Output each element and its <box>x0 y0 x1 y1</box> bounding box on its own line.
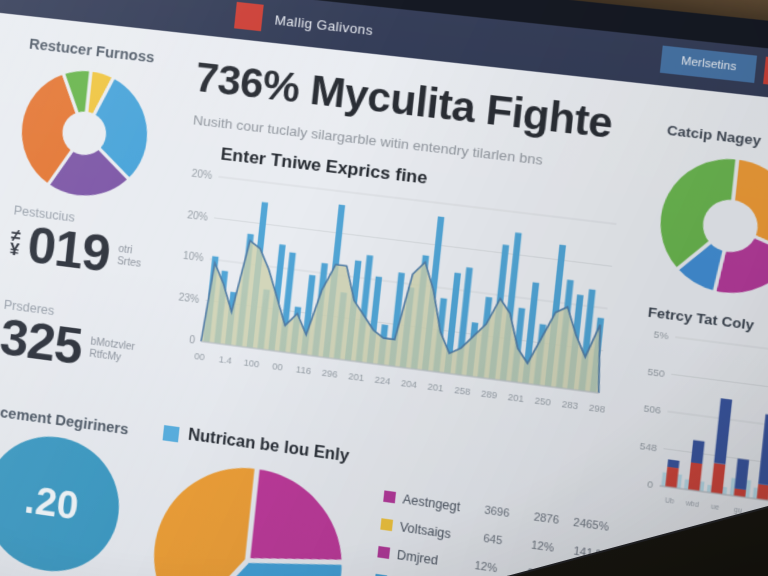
stat1-prefix: ≠ ¥ <box>8 224 22 260</box>
stacked-bar-chart: 5%5505065480Ubwbdueguouguwuuluuuwwuwltut <box>639 330 768 570</box>
svg-text:00: 00 <box>272 361 284 373</box>
row-value: 2876 <box>533 510 560 527</box>
svg-text:204: 204 <box>401 378 418 390</box>
svg-text:gu: gu <box>734 507 743 516</box>
menu-button[interactable]: Merlsetins <box>660 45 758 84</box>
row-label: Dmjred <box>396 547 439 568</box>
stat2-caption: bMotzvler RtfcMy <box>88 335 136 364</box>
combo-chart-card: Enter Tniwe Exprics fine 20% 20% 10% 23% 0 00… <box>162 140 629 455</box>
category-pie-chart <box>136 447 361 576</box>
svg-text:Ub: Ub <box>665 497 675 506</box>
navbar-buttons: Merlsetins Absuit <box>660 45 768 93</box>
svg-text:201: 201 <box>427 381 444 393</box>
svg-text:00: 00 <box>194 351 205 363</box>
svg-text:283: 283 <box>561 399 578 412</box>
brand-name: Mallig Galivons <box>273 11 374 38</box>
row-label: Aestngegt <box>402 491 462 514</box>
stat1-value: 019 <box>25 216 113 284</box>
svg-text:506: 506 <box>643 404 662 418</box>
svg-text:224: 224 <box>374 374 391 386</box>
stat2-value: 325 <box>0 308 85 376</box>
row-color-chip <box>377 546 391 559</box>
row-label: Voltsaigs <box>399 519 452 541</box>
svg-text:250: 250 <box>534 395 551 408</box>
combo-bar-area-chart: 20%20%10%23%000 1.4 100 00 116 296 201 224 204 20… <box>178 169 626 415</box>
svg-text:0: 0 <box>647 479 654 491</box>
svg-text:20%: 20% <box>187 210 209 224</box>
row-color-chip <box>380 518 394 532</box>
svg-text:100: 100 <box>243 357 260 369</box>
sidebar-donut-chart <box>10 58 160 209</box>
svg-text:289: 289 <box>480 388 497 400</box>
gauge-circle: .20 <box>0 428 126 576</box>
svg-text:201: 201 <box>507 392 524 405</box>
svg-text:1.4: 1.4 <box>218 354 232 366</box>
stat1-caption: otri Srtes <box>116 243 142 270</box>
action-button[interactable]: Absuit <box>763 56 768 93</box>
brand-logo <box>234 1 264 32</box>
row-value: 12% <box>530 538 555 555</box>
right-donut-title: Catcip Nagey <box>666 122 762 149</box>
svg-text:201: 201 <box>348 371 365 383</box>
row-value: 3696 <box>483 503 511 520</box>
svg-text:0: 0 <box>189 335 196 347</box>
row-color-chip <box>383 490 397 504</box>
stat-block-1: Pestsucius ≠ ¥ 019 otri Srtes <box>8 203 146 284</box>
svg-text:550: 550 <box>647 366 666 380</box>
svg-text:296: 296 <box>321 368 338 380</box>
svg-text:298: 298 <box>588 402 605 415</box>
gauge-value: .20 <box>22 478 81 529</box>
stat-block-2: Prsderes 325 bMotzvler RtfcMy <box>0 298 138 380</box>
legend-color-chip <box>162 424 180 442</box>
svg-text:5%: 5% <box>653 330 670 344</box>
svg-text:548: 548 <box>639 441 658 455</box>
right-donut-chart <box>647 145 768 308</box>
gauge-title: Accement Degiriners <box>0 402 130 439</box>
row-value: 12% <box>473 559 498 575</box>
svg-text:116: 116 <box>296 364 312 376</box>
svg-text:10%: 10% <box>182 251 204 265</box>
svg-text:ue: ue <box>711 503 720 512</box>
row-value: 645 <box>482 532 503 548</box>
svg-text:23%: 23% <box>178 292 200 306</box>
svg-text:258: 258 <box>454 385 471 397</box>
row-value: 2465% <box>572 516 610 534</box>
svg-text:wbd: wbd <box>684 500 699 509</box>
svg-text:20%: 20% <box>191 169 213 183</box>
